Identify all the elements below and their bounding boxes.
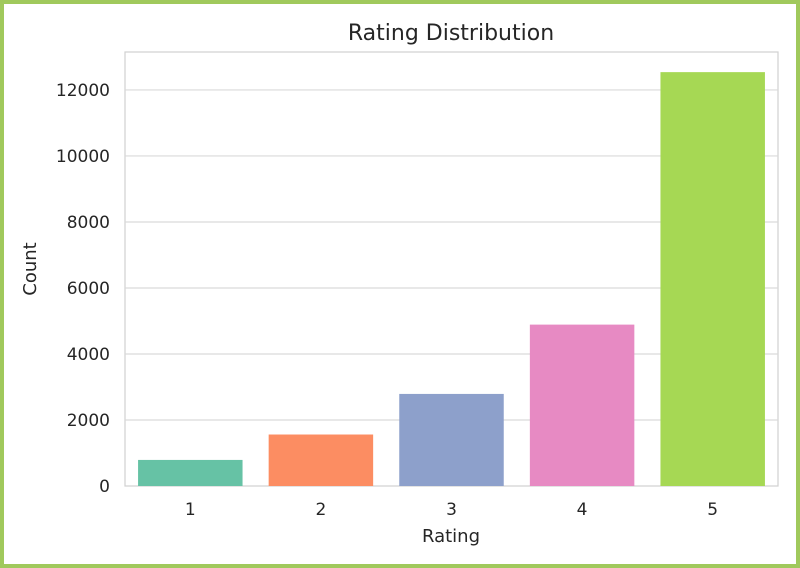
y-tick-labels: 0 2000 4000 6000 8000 10000 12000 <box>56 81 110 497</box>
x-tick-label: 5 <box>707 500 718 520</box>
y-tick-label: 0 <box>99 477 110 497</box>
x-tick-label: 4 <box>577 500 588 520</box>
y-tick-label: 4000 <box>67 345 110 365</box>
y-tick-label: 6000 <box>67 279 110 299</box>
x-tick-label: 2 <box>315 500 326 520</box>
bar-rating-2 <box>268 434 374 486</box>
y-axis-label: Count <box>20 242 41 295</box>
bar-rating-3 <box>399 393 504 486</box>
chart-title: Rating Distribution <box>348 21 554 46</box>
y-tick-label: 10000 <box>56 147 110 167</box>
bar-rating-5 <box>660 72 765 486</box>
y-tick-label: 8000 <box>67 213 110 233</box>
x-tick-label: 3 <box>446 500 457 520</box>
y-tick-label: 2000 <box>67 411 110 431</box>
x-tick-labels: 1 2 3 4 5 <box>185 500 718 520</box>
y-tick-label: 12000 <box>56 81 110 101</box>
bars <box>138 72 765 486</box>
bar-rating-4 <box>529 324 635 486</box>
x-axis-label: Rating <box>422 526 480 547</box>
x-tick-label: 1 <box>185 500 196 520</box>
bar-rating-1 <box>138 459 243 486</box>
